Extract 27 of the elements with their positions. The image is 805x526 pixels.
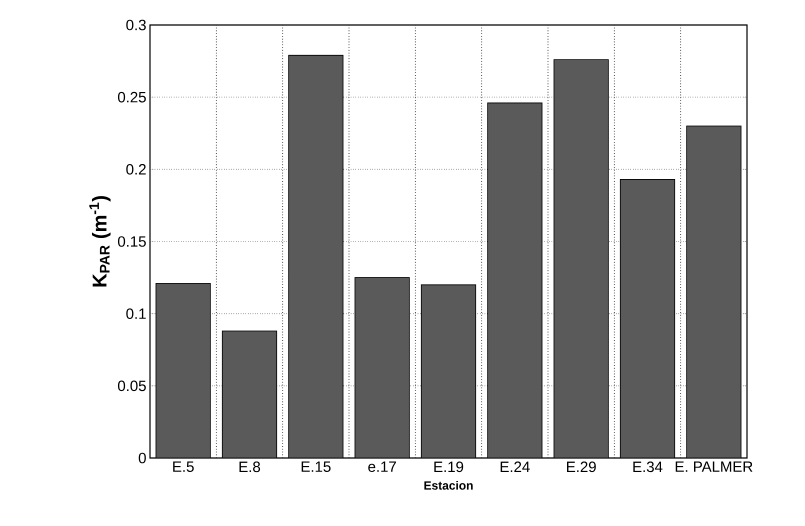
- x-tick-label: E.15: [302, 462, 331, 472]
- x-tick-label: E.8: [240, 462, 260, 472]
- bar: [222, 330, 277, 458]
- x-tick-label: E.29: [567, 462, 596, 472]
- bar: [288, 55, 344, 458]
- x-tick-label: E. PALMER: [676, 462, 752, 472]
- bar: [554, 60, 608, 458]
- y-tick-label: 0.25: [118, 92, 146, 102]
- x-tick-label: E.19: [434, 462, 464, 472]
- x-tick-label: E.24: [500, 462, 530, 472]
- x-tick-label: e.17: [368, 462, 396, 472]
- bar: [620, 179, 675, 458]
- x-tick-label: E.34: [633, 462, 662, 472]
- y-tick-label: 0.1: [126, 308, 146, 319]
- y-tick-label: 0.15: [118, 236, 146, 247]
- bar: [421, 284, 476, 458]
- bar: [488, 102, 542, 458]
- bar: [686, 126, 742, 458]
- x-tick-label: E.5: [173, 462, 194, 472]
- bar: [156, 283, 210, 458]
- y-axis-title: K$_{PAR}$ (m$^{-1}$): [89, 196, 111, 287]
- y-tick-label: 0: [138, 452, 146, 464]
- y-tick-label: 0.05: [118, 380, 146, 392]
- y-tick-label: 0.2: [126, 164, 146, 175]
- x-axis-title: Estacion: [424, 480, 473, 490]
- y-tick-label: 0.3: [126, 20, 146, 30]
- bar: [354, 278, 410, 458]
